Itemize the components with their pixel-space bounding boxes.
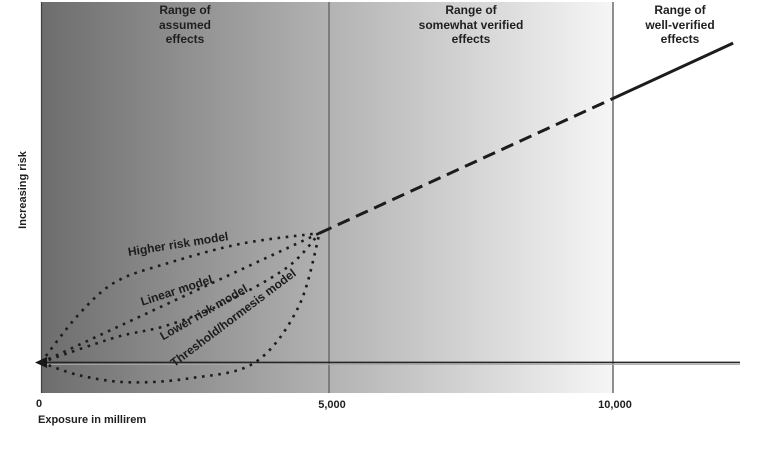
- region-label-line: Range of: [654, 3, 706, 17]
- series-lower-risk-model: [40, 232, 321, 364]
- series-group: [39, 41, 734, 384]
- verification-gradient-region: [41, 2, 613, 393]
- region-label-assumed-effects: Range of assumed effects: [41, 3, 329, 47]
- y-axis-title: Increasing risk: [17, 151, 29, 229]
- region-label-line: assumed: [158, 17, 212, 32]
- region-label-line: Range of: [445, 3, 497, 17]
- region-label-line: somewhat verified: [418, 17, 524, 32]
- region-label-well-verified-effects: Range of well-verified effects: [613, 3, 747, 47]
- region-label-line: effects: [451, 32, 491, 46]
- series-threshold-hormesis-model: [40, 232, 321, 384]
- region-label-line: effects: [660, 32, 700, 46]
- region-label-line: Range of: [159, 3, 211, 17]
- series-linear-model: [40, 231, 321, 364]
- x-tick-10000: 10,000: [598, 399, 632, 411]
- series-higher-risk-model: [39, 231, 320, 364]
- region-label-somewhat-verified-effects: Range of somewhat verified effects: [329, 3, 613, 47]
- x-axis-title: Exposure in millirem: [38, 414, 147, 426]
- region-label-line: effects: [165, 32, 205, 46]
- series-extrapolated-line-dashed: [318, 97, 614, 235]
- region-label-line: well-verified: [645, 17, 715, 32]
- x-tick-5000: 5,000: [318, 399, 346, 411]
- x-tick-0: 0: [36, 398, 43, 410]
- series-verified-line-solid: [612, 41, 734, 100]
